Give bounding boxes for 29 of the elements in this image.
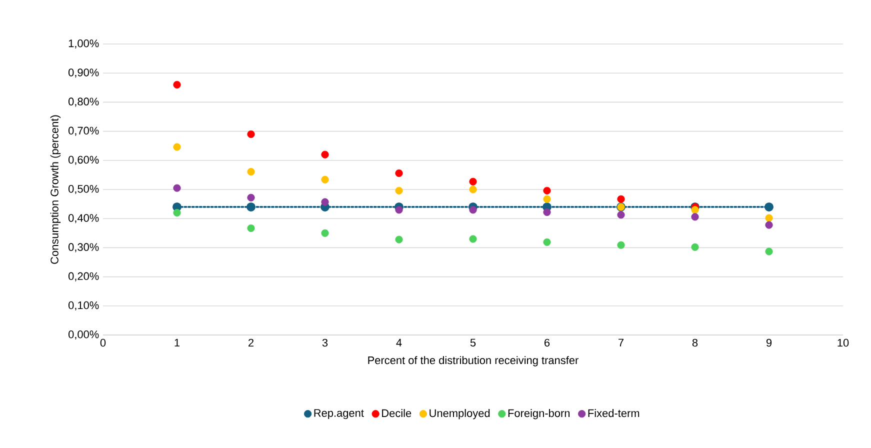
x-tick-label: 0 [100, 338, 106, 347]
y-tick-label: 1,00% [68, 39, 99, 49]
y-axis-title: Consumption Growth (percent) [50, 115, 61, 264]
x-tick-label: 7 [618, 338, 624, 346]
y-tick-label: 0,90% [68, 68, 99, 78]
y-tick-label: 0,40% [68, 214, 99, 224]
y-tick-label: 0,00% [68, 330, 99, 340]
legend-label: Unemployed [430, 409, 490, 420]
x-tick-label: 8 [692, 338, 698, 347]
x-tick-label: 2 [248, 338, 254, 347]
x-tick-label: 4 [396, 338, 402, 346]
y-tick-label: 0,60% [68, 156, 99, 165]
legend-label: Decile [382, 409, 412, 418]
x-tick-label: 9 [766, 338, 772, 347]
y-tick-label: 0,30% [68, 243, 99, 252]
legend-label: Rep.agent [314, 409, 364, 420]
legend-label: Foreign-born [508, 409, 570, 420]
x-tick-label: 3 [322, 338, 328, 347]
y-tick-label: 0,10% [68, 301, 99, 310]
y-tick-label: 0,50% [68, 184, 99, 194]
y-tick-label: 0,80% [68, 98, 99, 107]
x-tick-label: 10 [838, 338, 849, 347]
x-tick-label: 5 [470, 338, 476, 346]
x-tick-label: 6 [544, 338, 550, 347]
y-tick-label: 0,70% [68, 126, 99, 136]
x-tick-label: 1 [174, 338, 180, 346]
x-axis-title: Percent of the distribution receiving transfer [368, 356, 578, 366]
legend-label: Fixed-term [588, 409, 640, 418]
y-tick-label: 0,20% [68, 272, 99, 282]
